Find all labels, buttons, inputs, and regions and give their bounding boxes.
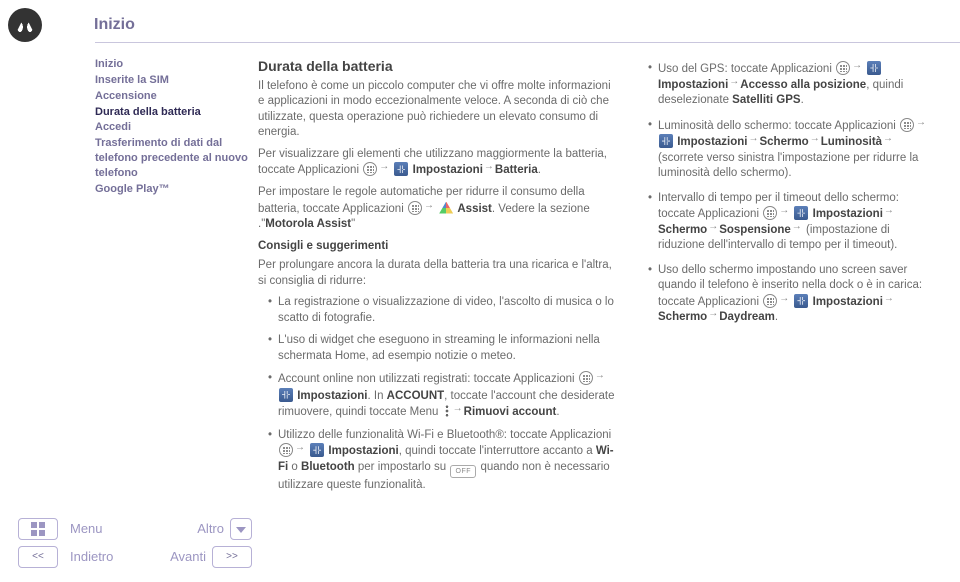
arrow-icon bbox=[424, 202, 434, 212]
logo-icon bbox=[8, 8, 42, 42]
sidebar-item-accensione[interactable]: Accensione bbox=[95, 89, 258, 104]
arrow-icon bbox=[295, 444, 305, 454]
apps-icon bbox=[763, 206, 777, 220]
settings-icon bbox=[659, 134, 673, 148]
intro-text: Il telefono è come un piccolo computer c… bbox=[258, 79, 620, 141]
arrow-icon bbox=[748, 135, 758, 145]
arrow-icon bbox=[883, 135, 893, 145]
bottom-nav: Menu Altro << Indietro Avanti >> bbox=[18, 512, 258, 568]
sidebar: Inizio Inserite la SIM Accensione Durata… bbox=[0, 57, 258, 500]
back-label: Indietro bbox=[70, 548, 113, 566]
menu-label: Menu bbox=[70, 520, 103, 538]
arrow-icon bbox=[729, 78, 739, 88]
arrow-icon bbox=[916, 119, 926, 129]
forward-button[interactable]: >> bbox=[212, 546, 252, 568]
settings-icon bbox=[279, 388, 293, 402]
altro-button[interactable] bbox=[230, 518, 252, 540]
caret-down-icon bbox=[236, 527, 246, 533]
arrow-icon bbox=[779, 295, 789, 305]
arrow-icon bbox=[779, 207, 789, 217]
altro-label: Altro bbox=[197, 520, 224, 538]
tip-item: Account online non utilizzati registrati… bbox=[268, 371, 620, 421]
settings-icon bbox=[794, 294, 808, 308]
arrow-icon bbox=[810, 135, 820, 145]
tip-item: Utilizzo delle funzionalità Wi-Fi e Blue… bbox=[268, 428, 620, 494]
sidebar-item-accedi[interactable]: Accedi bbox=[95, 120, 258, 135]
settings-icon bbox=[310, 443, 324, 457]
tip-item: Uso dello schermo impostando uno screen … bbox=[648, 263, 932, 326]
arrow-icon bbox=[708, 310, 718, 320]
main-column: Durata della batteria Il telefono è come… bbox=[258, 57, 638, 500]
arrow-icon bbox=[453, 405, 463, 415]
page-title: Inizio bbox=[94, 14, 135, 36]
assist-text: Per impostare le regole automatiche per … bbox=[258, 185, 620, 233]
apps-icon bbox=[408, 201, 422, 215]
divider bbox=[95, 42, 960, 43]
grid-icon bbox=[31, 522, 45, 536]
back-button[interactable]: << bbox=[18, 546, 58, 568]
settings-icon bbox=[394, 162, 408, 176]
arrow-icon bbox=[484, 163, 494, 173]
right-column: Uso del GPS: toccate Applicazioni Impost… bbox=[638, 57, 942, 500]
apps-icon bbox=[900, 118, 914, 132]
apps-icon bbox=[763, 294, 777, 308]
assist-icon bbox=[439, 202, 453, 214]
sidebar-item-inizio[interactable]: Inizio bbox=[95, 57, 258, 72]
tip-item: L'uso di widget che eseguono in streamin… bbox=[268, 333, 620, 364]
section-heading: Durata della batteria bbox=[258, 57, 620, 76]
tip-item: Intervallo di tempo per il timeout dello… bbox=[648, 191, 932, 254]
tip-item: Uso del GPS: toccate Applicazioni Impost… bbox=[648, 61, 932, 109]
apps-icon bbox=[579, 371, 593, 385]
menu-icon bbox=[443, 404, 451, 418]
arrow-icon bbox=[595, 372, 605, 382]
arrow-icon bbox=[708, 223, 718, 233]
menu-button[interactable] bbox=[18, 518, 58, 540]
arrow-icon bbox=[379, 163, 389, 173]
tips-heading: Consigli e suggerimenti bbox=[258, 239, 620, 255]
apps-icon bbox=[279, 443, 293, 457]
sidebar-item-sim[interactable]: Inserite la SIM bbox=[95, 73, 258, 88]
tip-item: Luminosità dello schermo: toccate Applic… bbox=[648, 118, 932, 182]
battery-usage-text: Per visualizzare gli elementi che utiliz… bbox=[258, 147, 620, 179]
arrow-icon bbox=[852, 62, 862, 72]
arrow-icon bbox=[792, 223, 802, 233]
arrow-icon bbox=[884, 295, 894, 305]
forward-label: Avanti bbox=[170, 548, 206, 566]
apps-icon bbox=[363, 162, 377, 176]
sidebar-item-batteria[interactable]: Durata della batteria bbox=[95, 105, 258, 120]
tip-item: La registrazione o visualizzazione di vi… bbox=[268, 295, 620, 326]
settings-icon bbox=[794, 206, 808, 220]
sidebar-item-trasferimento[interactable]: Trasferimento di dati dal telefono prece… bbox=[95, 136, 258, 181]
apps-icon bbox=[836, 61, 850, 75]
sidebar-item-play[interactable]: Google Play™ bbox=[95, 182, 258, 197]
settings-icon bbox=[867, 61, 881, 75]
off-toggle-icon: OFF bbox=[450, 465, 476, 478]
tips-intro: Per prolungare ancora la durata della ba… bbox=[258, 258, 620, 289]
arrow-icon bbox=[884, 207, 894, 217]
